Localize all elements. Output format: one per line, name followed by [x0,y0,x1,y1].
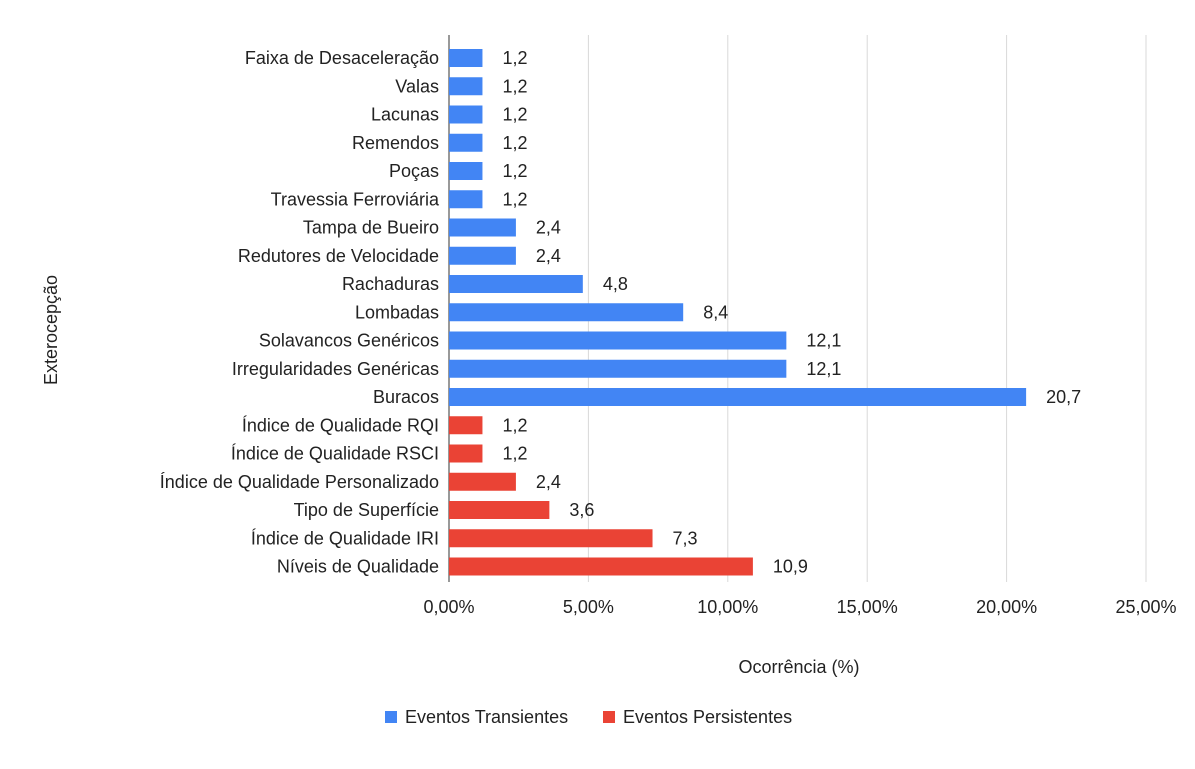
data-label: 3,6 [569,500,594,520]
category-label: Tipo de Superfície [294,500,439,520]
category-label: Poças [389,161,439,181]
category-label: Redutores de Velocidade [238,246,439,266]
data-label: 7,3 [673,528,698,548]
bar [449,133,483,152]
x-tick-label: 15,00% [837,597,898,617]
category-label: Remendos [352,133,439,153]
category-label: Índice de Qualidade RSCI [231,444,439,464]
bar [449,105,483,124]
data-label: 1,2 [502,444,527,464]
category-label: Níveis de Qualidade [277,557,439,577]
x-tick-label: 5,00% [563,597,614,617]
category-label: Índice de Qualidade Personalizado [160,472,439,492]
data-label: 1,2 [502,161,527,181]
bar [449,49,483,67]
data-label: 1,2 [502,76,527,96]
bar [449,218,516,237]
category-label: Travessia Ferroviária [271,189,440,209]
bar [449,246,516,265]
data-label: 20,7 [1046,387,1081,407]
data-label: 12,1 [806,331,841,351]
x-axis-title: Ocorrência (%) [738,657,859,677]
category-labels: Faixa de Desaceleração Valas Lacunas Remend… [160,48,440,577]
category-label: Valas [395,76,439,96]
bar [449,501,550,519]
bar [449,77,483,96]
bar [449,331,787,350]
data-labels: 1,2 1,2 1,2 1,2 1,2 1,2 2,4 2,4 4,8 8,4 12,1 12,1 20… [502,48,1081,577]
x-tick-labels: 0,00% 5,00% 10,00% 15,00% 20,00% 25,00% [423,597,1176,617]
category-label: Irregularidades Genéricas [232,359,439,379]
bar [449,557,753,576]
data-label: 2,4 [536,472,561,492]
bar [449,303,684,322]
bar [449,275,583,293]
y-axis-title: Exterocepção [41,275,61,385]
bar [449,359,787,378]
category-label: Tampa de Bueiro [303,218,439,238]
category-label: Índice de Qualidade IRI [251,528,439,548]
category-label: Buracos [373,387,439,407]
bar [449,388,1027,406]
data-label: 1,2 [502,415,527,435]
data-label: 1,2 [502,48,527,68]
data-label: 1,2 [502,189,527,209]
category-label: Solavancos Genéricos [259,331,439,351]
x-tick-label: 20,00% [976,597,1037,617]
bar [449,529,653,548]
legend-swatch-transientes [385,711,397,723]
category-label: Índice de Qualidade RQI [242,415,439,435]
legend: Eventos Transientes Eventos Persistentes [385,707,792,727]
bar [449,444,483,463]
bar [449,162,483,180]
data-label: 8,4 [703,302,728,322]
category-label: Rachaduras [342,274,439,294]
legend-swatch-persistentes [603,711,615,723]
category-label: Lacunas [371,105,439,125]
x-tick-label: 25,00% [1115,597,1176,617]
data-label: 10,9 [773,557,808,577]
data-label: 2,4 [536,246,561,266]
data-label: 2,4 [536,218,561,238]
bar [449,472,516,491]
category-label: Lombadas [355,302,439,322]
data-label: 12,1 [806,359,841,379]
category-label: Faixa de Desaceleração [245,48,439,68]
x-tick-label: 0,00% [423,597,474,617]
legend-label-transientes: Eventos Transientes [405,707,568,727]
legend-label-persistentes: Eventos Persistentes [623,707,792,727]
bar [449,190,483,209]
x-tick-label: 10,00% [697,597,758,617]
bars [449,49,1027,576]
data-label: 4,8 [603,274,628,294]
bar [449,416,483,435]
data-label: 1,2 [502,133,527,153]
data-label: 1,2 [502,105,527,125]
